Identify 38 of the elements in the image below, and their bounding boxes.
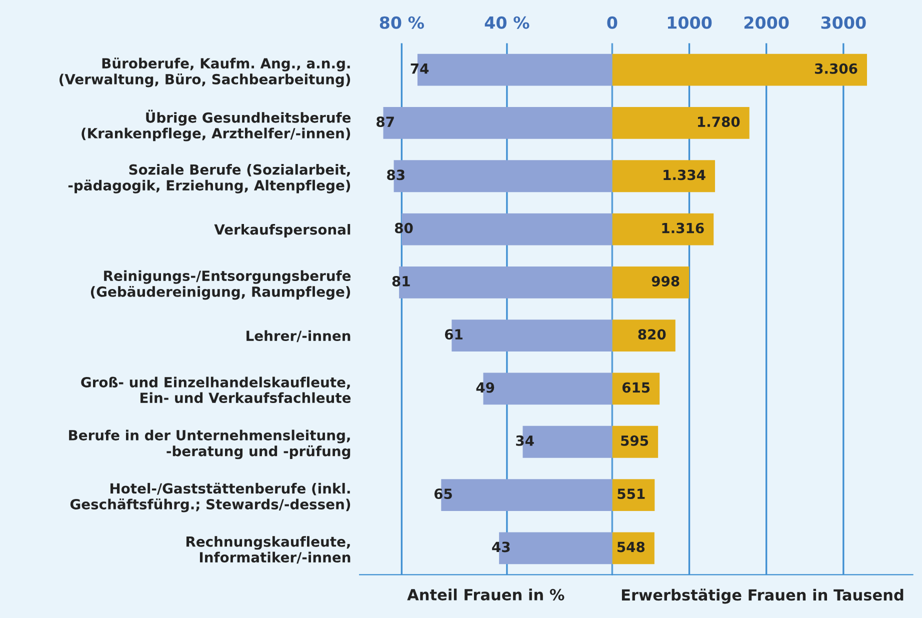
data-label: 1.780: [698, 116, 740, 128]
data-label: 83: [387, 170, 404, 180]
data-label: 615: [622, 382, 650, 393]
data-label: 595: [621, 435, 648, 446]
data-label: 43: [492, 542, 510, 552]
data-label: 49: [476, 382, 494, 393]
data-label: 998: [652, 276, 680, 286]
data-label: 61: [444, 329, 462, 340]
x-tick-label: 0: [607, 16, 618, 29]
data-label: 81: [392, 276, 410, 286]
data-label: 74: [410, 64, 429, 74]
y-tick-label: Lehrer/-innen: [246, 330, 350, 342]
y-tick-label: Soziale Berufe (Sozialarbeit, -pädagogik, Erziehung, Altenpflege): [68, 164, 350, 194]
y-tick-label: Hotel-/Gaststättenberufe (inkl. Geschäftsführg.; Stewards/-dessen): [70, 482, 350, 512]
x-tick-label: 3000: [821, 16, 866, 29]
data-label: 1.316: [662, 222, 704, 234]
y-tick-label: Berufe in der Unternehmensleitung, -beratung und -prüfung: [69, 430, 350, 460]
data-label: 820: [638, 329, 666, 340]
x-tick-label: 2000: [744, 16, 789, 29]
data-label: 3.306: [814, 63, 858, 74]
data-label: 34: [516, 435, 534, 446]
y-tick-label: Groß- und Einzelhandelskaufleute, Ein- und Verkaufsfachleute: [81, 376, 351, 404]
data-label: 80: [394, 222, 413, 234]
x-axis-title: Anteil Frauen in %: [407, 588, 564, 600]
y-tick-label: Übrige Gesundheitsberufe (Krankenpflege, Arzthelfer/-innen): [82, 110, 351, 142]
data-label: 65: [434, 488, 452, 500]
y-tick-label: Rechnungskaufleute, Informatiker/-innen: [186, 536, 350, 564]
x-tick-label: 80 %: [380, 16, 424, 29]
x-tick-label: 1000: [668, 16, 712, 29]
y-tick-label: Büroberufe, Kaufm. Ang., a.n.g. (Verwaltung, Büro, Sachbearbeitung): [60, 58, 350, 88]
y-tick-label: Verkaufspersonal: [214, 224, 350, 238]
x-axis-title: Erwerbstätige Frauen in Tausend: [622, 588, 904, 604]
x-tick-label: 40 %: [484, 16, 530, 29]
data-label: 87: [376, 116, 394, 128]
data-label: 551: [618, 488, 645, 500]
y-tick-label: Reinigungs-/Entsorgungsberufe (Gebäudereinigung, Raumpflege): [90, 270, 351, 300]
data-label: 1.334: [664, 170, 706, 180]
data-label: 548: [618, 542, 645, 552]
